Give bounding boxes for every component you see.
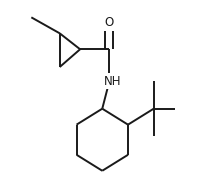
Text: O: O: [104, 16, 113, 29]
Text: NH: NH: [104, 75, 121, 88]
